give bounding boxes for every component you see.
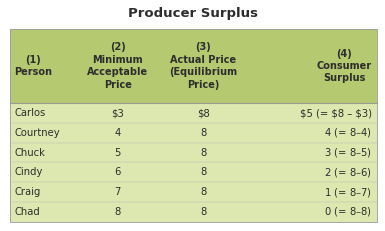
Text: (1)
Person: (1) Person bbox=[14, 55, 52, 77]
Text: 7: 7 bbox=[115, 187, 121, 197]
Text: 1 (= $8 – $7): 1 (= $8 – $7) bbox=[324, 185, 372, 199]
Bar bbox=[10, 103, 377, 222]
Text: Cindy: Cindy bbox=[14, 167, 43, 177]
Text: 4: 4 bbox=[115, 128, 121, 138]
Text: 8: 8 bbox=[200, 128, 206, 138]
Bar bbox=[10, 29, 377, 222]
Text: 8: 8 bbox=[200, 187, 206, 197]
Text: Courtney: Courtney bbox=[14, 128, 60, 138]
Text: Chad: Chad bbox=[14, 207, 40, 217]
Text: 5: 5 bbox=[115, 148, 121, 158]
Text: 8: 8 bbox=[115, 207, 121, 217]
Text: 8: 8 bbox=[200, 167, 206, 177]
Text: Producer Surplus: Producer Surplus bbox=[127, 7, 258, 20]
Text: 2 (= $8 – $6): 2 (= $8 – $6) bbox=[324, 166, 372, 179]
Text: $8: $8 bbox=[197, 108, 209, 118]
Text: 0 (= $8 – $8): 0 (= $8 – $8) bbox=[324, 205, 372, 218]
Text: (4)
Consumer
Surplus: (4) Consumer Surplus bbox=[317, 49, 372, 83]
Text: (3)
Actual Price
(Equilibrium
Price): (3) Actual Price (Equilibrium Price) bbox=[169, 43, 237, 90]
Text: Craig: Craig bbox=[14, 187, 41, 197]
Text: $3: $3 bbox=[112, 108, 124, 118]
Text: 6: 6 bbox=[115, 167, 121, 177]
Text: $5 (= $8 – $3): $5 (= $8 – $3) bbox=[300, 108, 372, 118]
Bar bbox=[10, 29, 377, 103]
Text: 3 (= $8 – $5): 3 (= $8 – $5) bbox=[324, 146, 372, 159]
Text: (2)
Minimum
Acceptable
Price: (2) Minimum Acceptable Price bbox=[87, 43, 149, 90]
Text: 4 (= $8 – $4): 4 (= $8 – $4) bbox=[324, 126, 372, 139]
Text: 8: 8 bbox=[200, 207, 206, 217]
Text: 8: 8 bbox=[200, 148, 206, 158]
Text: Carlos: Carlos bbox=[14, 108, 45, 118]
Text: Chuck: Chuck bbox=[14, 148, 45, 158]
